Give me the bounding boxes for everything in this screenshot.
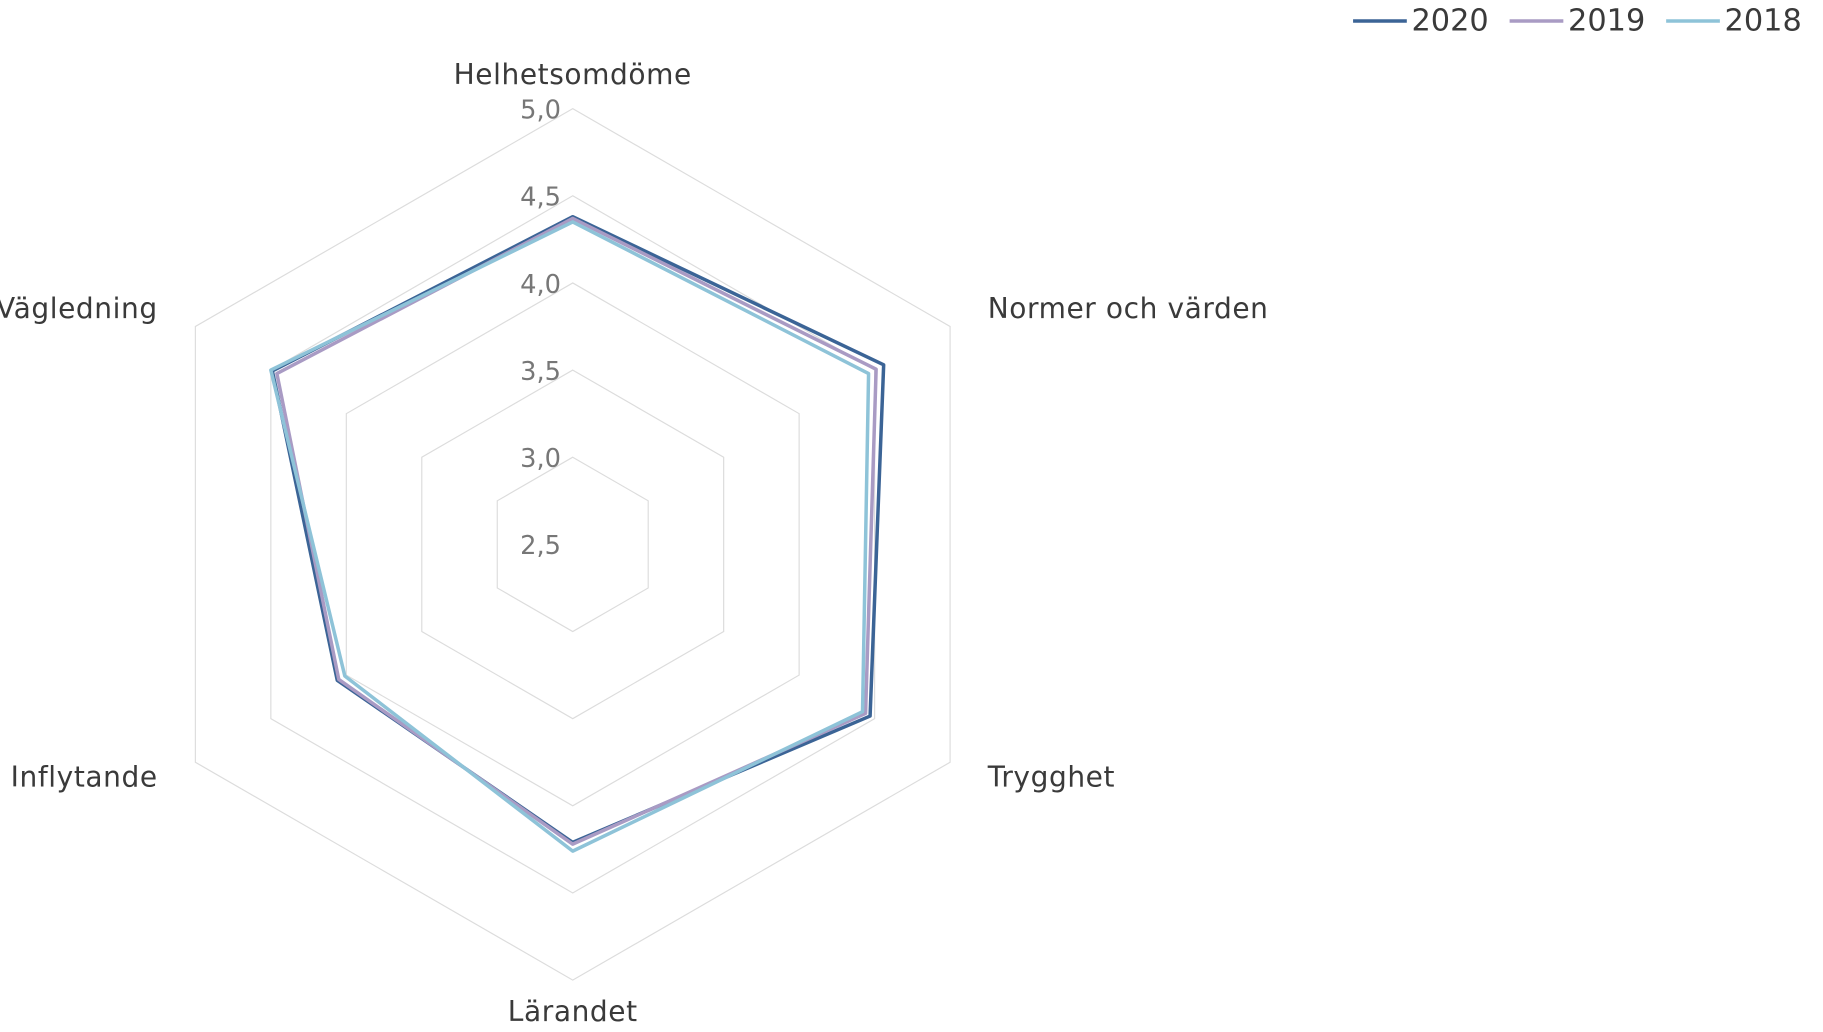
series-line bbox=[275, 216, 878, 846]
category-label: Helhetsomdöme bbox=[454, 58, 692, 91]
category-label: Vägledning bbox=[0, 292, 158, 325]
grid-ring bbox=[345, 282, 800, 807]
grid-ring bbox=[270, 195, 876, 894]
legend-label: 2019 bbox=[1568, 4, 1645, 39]
category-label: Inflytande bbox=[11, 761, 158, 794]
tick-label: 2,5 bbox=[520, 531, 561, 561]
tick-label: 3,5 bbox=[520, 357, 561, 387]
category-label: Lärandet bbox=[508, 995, 638, 1028]
tick-label: 5,0 bbox=[520, 95, 561, 125]
category-label: Normer och värden bbox=[988, 292, 1269, 325]
tick-label: 4,0 bbox=[520, 270, 561, 300]
series-line bbox=[269, 220, 871, 853]
series-line bbox=[270, 214, 886, 845]
grid-ring bbox=[496, 456, 649, 633]
tick-label: 4,5 bbox=[520, 183, 561, 213]
legend-label: 2020 bbox=[1411, 4, 1488, 39]
tick-label: 3,0 bbox=[520, 444, 561, 474]
legend-label: 2018 bbox=[1725, 4, 1802, 39]
grid-ring bbox=[421, 369, 725, 720]
grid-ring bbox=[194, 107, 951, 981]
category-label: Trygghet bbox=[987, 761, 1115, 794]
